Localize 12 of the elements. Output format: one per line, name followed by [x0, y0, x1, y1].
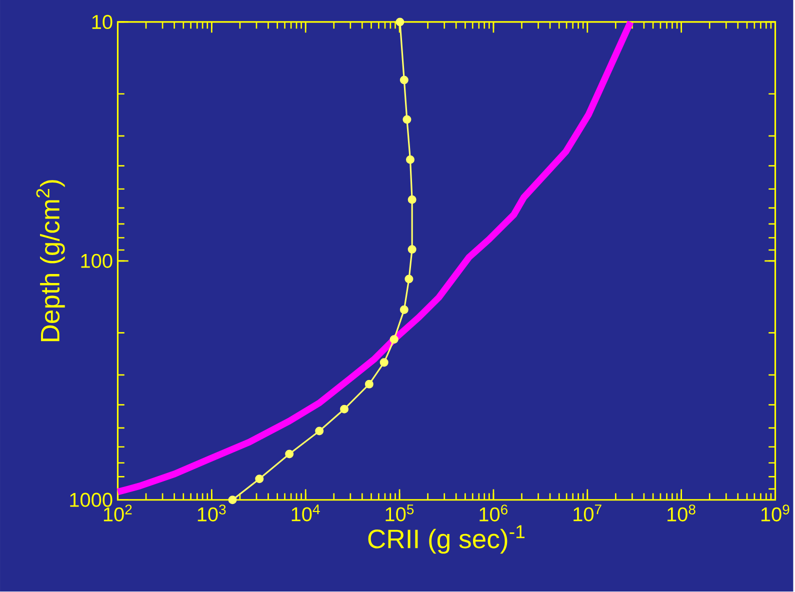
x-tick-label: 10$^{6}$ [480, 504, 508, 522]
x-tick-label: 10$^{8}$ [668, 504, 696, 522]
y-tick-label: 10 [92, 15, 112, 30]
x-tick-label: 10$^{5}$ [386, 504, 414, 522]
x-axis-title: CRII (g sec)$^{-1}$ [368, 525, 524, 554]
x-tick-label: 10$^{9}$ [761, 504, 790, 522]
x-tick-label: 10$^{4}$ [292, 504, 320, 522]
y-tick-label: 1000 [70, 492, 112, 508]
x-tick-label: 10$^{3}$ [198, 504, 226, 522]
x-tick-label: 10$^{7}$ [574, 504, 602, 522]
y-axis-title: Depth (g/cm$^{2}$) [36, 180, 65, 342]
y-tick-label: 100 [81, 254, 112, 268]
